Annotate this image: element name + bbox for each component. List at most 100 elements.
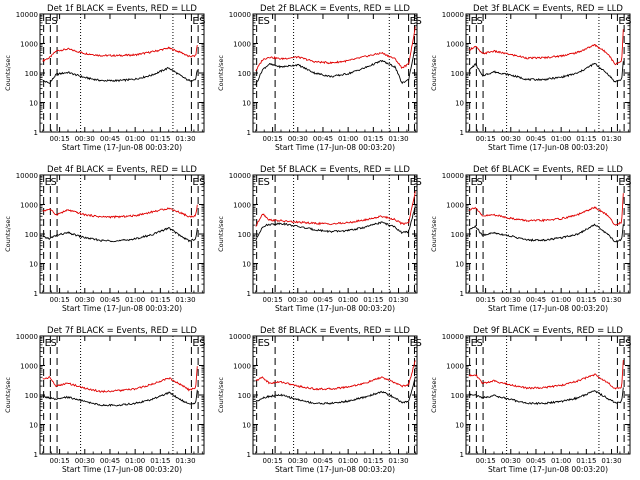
x-tick-label: 00:45	[526, 296, 546, 304]
x-tick-label: 00:30	[75, 296, 95, 304]
detector-chart-8: Det 8f BLACK = Events, RED = LLD Counts/s…	[217, 326, 422, 474]
marker-label: S	[264, 177, 270, 188]
detector-chart-5: Det 5f BLACK = Events, RED = LLD Counts/s…	[217, 165, 422, 313]
x-tick-label: 01:00	[338, 457, 358, 465]
detector-chart-3: Det 3f BLACK = Events, RED = LLD Counts/s…	[430, 4, 631, 152]
x-tick-label: 00:45	[313, 135, 333, 143]
y-tick-label: 1000	[233, 41, 251, 49]
x-tick-label: 01:30	[175, 296, 195, 304]
black-events-series	[468, 387, 624, 406]
marker-label: E	[45, 16, 51, 27]
black-events-series	[468, 223, 624, 243]
x-tick-label: 01:30	[601, 296, 621, 304]
y-axis-label: Counts/sec	[217, 377, 225, 413]
chart-title: Det 4f BLACK = Events, RED = LLD	[47, 165, 197, 175]
detector-chart-1: Det 1f BLACK = Events, RED = LLD Counts/s…	[4, 4, 205, 152]
marker-label: E	[258, 177, 264, 188]
marker-label: S	[625, 177, 631, 188]
y-tick-label: 10	[242, 261, 251, 269]
marker-label: E	[618, 16, 624, 27]
x-tick-label: 01:00	[125, 296, 145, 304]
x-tick-label: 01:15	[150, 296, 170, 304]
y-tick-label: 1000	[20, 363, 38, 371]
y-tick-label: 1	[34, 290, 38, 298]
red-lld-series	[42, 366, 198, 393]
x-tick-label: 00:45	[313, 457, 333, 465]
y-tick-label: 100	[238, 392, 251, 400]
marker-label: E	[410, 177, 416, 188]
y-tick-label: 10	[242, 422, 251, 430]
marker-label: S	[51, 177, 57, 188]
x-tick-label: 01:15	[363, 296, 383, 304]
x-tick-label: 00:15	[476, 135, 496, 143]
plot-frame	[252, 174, 418, 294]
x-tick-label: 01:15	[576, 296, 596, 304]
marker-label: E	[192, 338, 198, 349]
y-tick-label: 10000	[16, 172, 38, 180]
chart-title: Det 5f BLACK = Events, RED = LLD	[260, 165, 410, 175]
x-tick-label: 00:30	[501, 135, 521, 143]
x-axis-label: Start Time (17-Jun-08 00:03:20)	[275, 465, 395, 474]
marker-label: S	[264, 338, 270, 349]
x-tick-label: 01:00	[125, 135, 145, 143]
marker-label: S	[51, 338, 57, 349]
x-tick-label: 01:15	[363, 457, 383, 465]
x-tick-label: 00:15	[476, 457, 496, 465]
y-tick-label: 1	[34, 129, 38, 137]
red-lld-series	[42, 45, 198, 62]
y-tick-label: 1	[460, 451, 464, 459]
y-tick-label: 10000	[442, 172, 464, 180]
y-tick-label: 1	[34, 451, 38, 459]
marker-label: E	[192, 177, 198, 188]
marker-label: S	[415, 177, 421, 188]
x-tick-label: 00:15	[263, 135, 283, 143]
x-tick-label: 00:15	[263, 296, 283, 304]
marker-label: E	[45, 338, 51, 349]
x-axis-label: Start Time (17-Jun-08 00:03:20)	[62, 465, 182, 474]
x-tick-label: 01:00	[125, 457, 145, 465]
red-lld-series	[468, 359, 624, 390]
marker-label: S	[199, 177, 205, 188]
marker-label: S	[477, 177, 483, 188]
x-tick-label: 00:45	[100, 135, 120, 143]
y-axis-label: Counts/sec	[217, 55, 225, 91]
y-tick-label: 10000	[229, 333, 251, 341]
y-tick-label: 10000	[229, 172, 251, 180]
y-tick-label: 10	[455, 422, 464, 430]
red-lld-series	[255, 26, 416, 72]
marker-label: E	[258, 338, 264, 349]
y-tick-label: 1000	[20, 41, 38, 49]
x-tick-label: 00:30	[75, 135, 95, 143]
x-axis-label: Start Time (17-Jun-08 00:03:20)	[488, 304, 608, 313]
y-tick-label: 1	[460, 290, 464, 298]
x-tick-label: 00:45	[526, 135, 546, 143]
x-tick-label: 01:15	[150, 457, 170, 465]
black-events-series	[255, 46, 416, 86]
y-tick-label: 1000	[20, 202, 38, 210]
detector-chart-7: Det 7f BLACK = Events, RED = LLD Counts/s…	[4, 326, 205, 474]
marker-label: S	[415, 338, 421, 349]
black-events-series	[255, 376, 416, 405]
marker-label: S	[199, 16, 205, 27]
y-tick-label: 100	[451, 70, 464, 78]
marker-label: E	[410, 338, 416, 349]
red-lld-series	[42, 204, 198, 219]
plot-frame	[465, 174, 631, 294]
y-tick-label: 100	[238, 70, 251, 78]
y-tick-label: 1000	[233, 363, 251, 371]
red-lld-series	[255, 360, 416, 391]
marker-label: E	[618, 177, 624, 188]
x-axis-label: Start Time (17-Jun-08 00:03:20)	[275, 143, 395, 152]
x-tick-label: 01:00	[551, 135, 571, 143]
chart-title: Det 3f BLACK = Events, RED = LLD	[473, 4, 623, 14]
marker-label: S	[625, 16, 631, 27]
marker-label: E	[410, 16, 416, 27]
marker-label: S	[51, 16, 57, 27]
y-tick-label: 10000	[442, 333, 464, 341]
x-tick-label: 01:00	[551, 296, 571, 304]
x-tick-label: 01:15	[576, 135, 596, 143]
marker-label: S	[415, 16, 421, 27]
chart-title: Det 7f BLACK = Events, RED = LLD	[47, 326, 197, 336]
chart-title: Det 8f BLACK = Events, RED = LLD	[260, 326, 410, 336]
